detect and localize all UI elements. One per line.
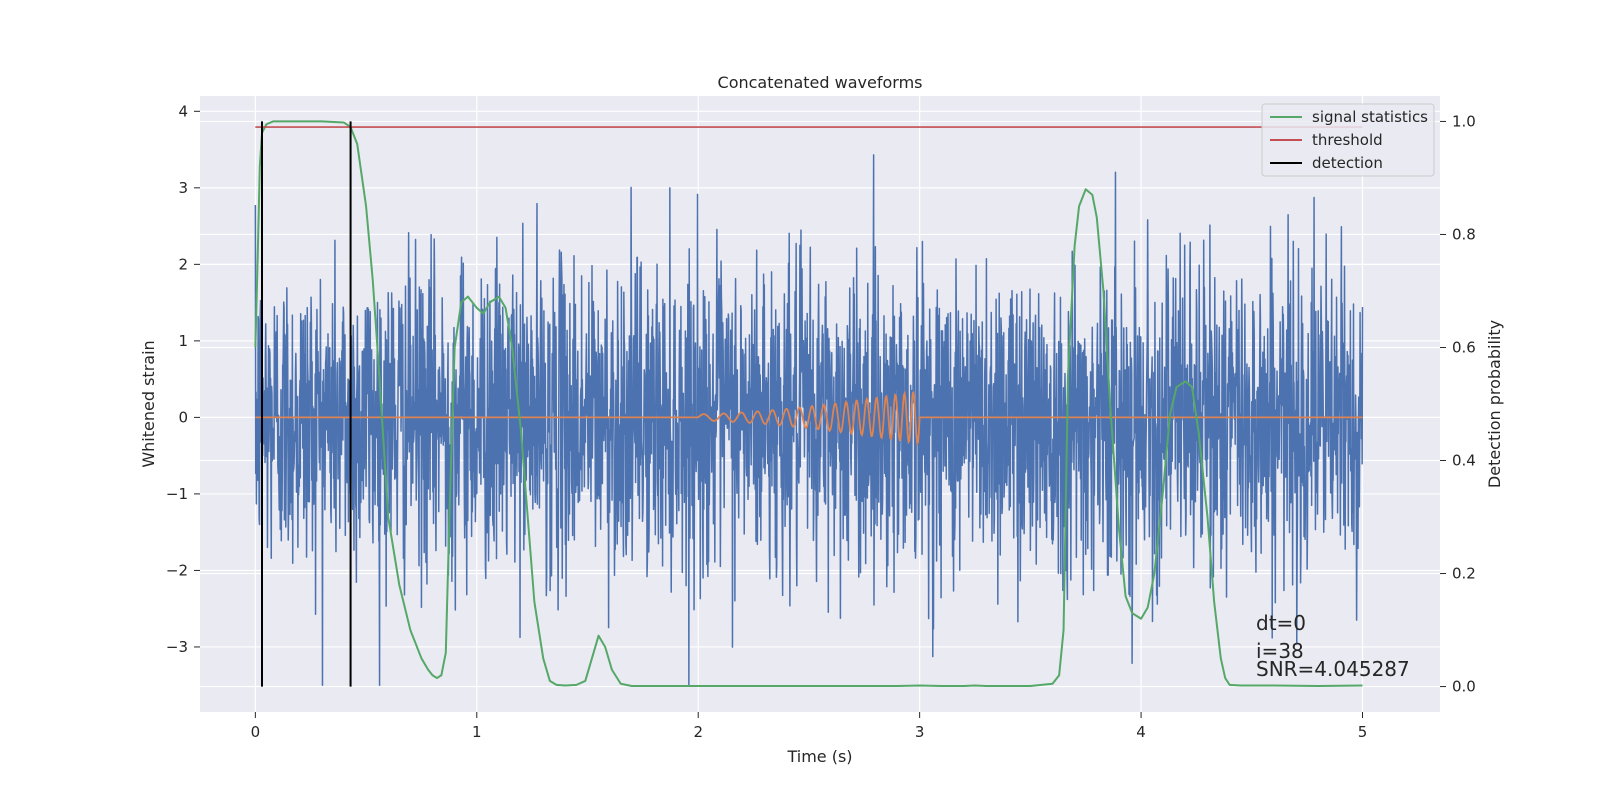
y-tick-label: 1 — [178, 332, 188, 350]
x-tick-label: 2 — [693, 723, 703, 741]
legend-label-signal-statistics: signal statistics — [1312, 108, 1428, 126]
signal-statistics-line — [254, 120, 1363, 687]
y2-axis-title: Detection probability — [1485, 320, 1504, 488]
axis-ticks: 0 1 2 3 4 5 −3 −2 −1 0 1 2 3 4 0.0 0.2 0.4 0.6 0.8 1.0 — [166, 102, 1476, 741]
legend-box — [1261, 103, 1435, 177]
y2-tick-label: 0.8 — [1452, 225, 1476, 243]
legend-label-detection: detection — [1312, 154, 1383, 172]
y2-tick-label: 0.0 — [1452, 678, 1476, 696]
y2-tick-label: 0.6 — [1452, 338, 1476, 356]
x-tick-label: 4 — [1136, 723, 1146, 741]
y-axis-title: Whitened strain — [139, 340, 158, 467]
y-tick-label: −1 — [166, 485, 188, 503]
y-tick-label: −3 — [166, 638, 188, 656]
x-tick-label: 1 — [472, 723, 482, 741]
legend: signal statistics threshold detection — [1261, 103, 1435, 177]
x-tick-label: 3 — [915, 723, 925, 741]
y-tick-label: 4 — [178, 102, 188, 120]
legend-label-threshold: threshold — [1312, 131, 1383, 149]
annotation-snr: SNR=4.045287 — [1256, 657, 1410, 681]
x-axis-title: Time (s) — [786, 747, 852, 766]
y2-tick-label: 0.2 — [1452, 565, 1476, 583]
y-tick-label: −2 — [166, 561, 188, 579]
x-tick-label: 0 — [251, 723, 261, 741]
y-tick-label: 0 — [178, 408, 188, 426]
detection-series — [254, 120, 1363, 687]
y-tick-label: 2 — [178, 255, 188, 273]
y2-tick-label: 1.0 — [1452, 112, 1476, 130]
y-tick-label: 3 — [178, 179, 188, 197]
strain-noise-line — [254, 154, 1364, 686]
strain-noise-series — [254, 154, 1364, 686]
annotation-i: i=38 — [1256, 639, 1304, 663]
annotation-dt: dt=0 — [1256, 611, 1306, 635]
injected-waveform-line — [255, 389, 1363, 447]
chart-title: Concatenated waveforms — [718, 73, 923, 92]
y2-tick-label: 0.4 — [1452, 452, 1476, 470]
x-tick-label: 5 — [1358, 723, 1368, 741]
